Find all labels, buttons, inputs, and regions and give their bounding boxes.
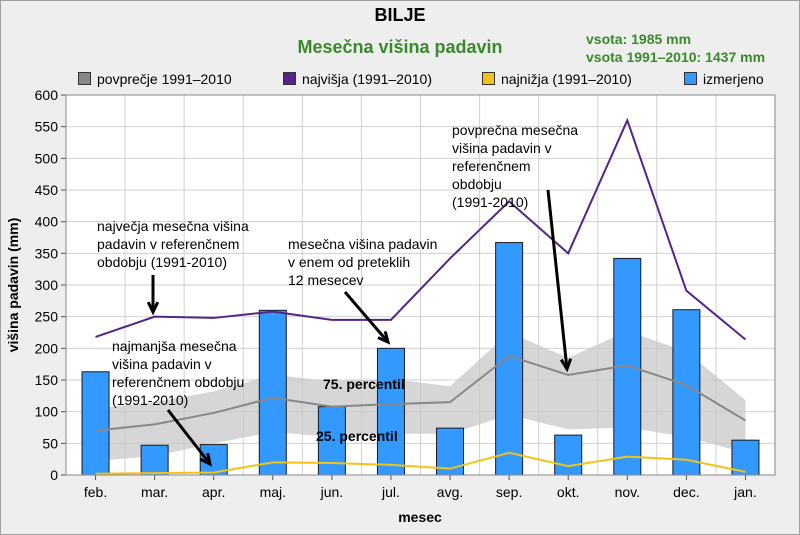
annotation-max: padavin v referenčnem bbox=[97, 236, 239, 252]
y-tick-label: 600 bbox=[35, 87, 59, 103]
x-tick-label: sep. bbox=[496, 484, 522, 500]
annotation-measured: 12 mesecev bbox=[288, 272, 363, 288]
x-tick-label: okt. bbox=[557, 484, 580, 500]
annotation-average: referenčnem bbox=[452, 158, 531, 174]
annotation-max: največja mesečna višina bbox=[97, 218, 249, 234]
line-average bbox=[95, 354, 746, 432]
y-tick-label: 450 bbox=[35, 182, 59, 198]
arrow-average bbox=[546, 189, 569, 370]
y-tick-label: 400 bbox=[35, 214, 59, 230]
annotation-min: najmanjša mesečna bbox=[112, 338, 237, 354]
sum-current: vsota: 1985 mm bbox=[586, 31, 692, 47]
y-tick-label: 0 bbox=[50, 467, 58, 483]
x-axis-label: mesec bbox=[398, 509, 442, 525]
y-tick-label: 550 bbox=[35, 119, 59, 135]
legend-min-label: najnižja (1991–2010) bbox=[501, 71, 632, 87]
legend-average-swatch bbox=[78, 72, 91, 85]
x-tick-label: jul. bbox=[381, 484, 400, 500]
x-tick-label: nov. bbox=[615, 484, 640, 500]
x-tick-label: maj. bbox=[260, 484, 286, 500]
sum-reference: vsota 1991–2010: 1437 mm bbox=[586, 49, 766, 65]
arrow-max-head bbox=[146, 301, 160, 316]
legend-measured-swatch bbox=[684, 72, 697, 85]
legend-measured-label: izmerjeno bbox=[703, 71, 764, 87]
annotation-average: povprečna mesečna bbox=[452, 122, 578, 138]
label-25-percentile: 25. percentil bbox=[316, 428, 398, 444]
legend-max: najvišja (1991–2010) bbox=[283, 71, 432, 87]
y-tick-label: 350 bbox=[35, 245, 59, 261]
annotation-min: referenčnem obdobju bbox=[112, 374, 244, 390]
x-tick-label: avg. bbox=[437, 484, 463, 500]
legend-max-swatch bbox=[283, 72, 296, 85]
y-tick-label: 50 bbox=[42, 435, 58, 451]
y-tick-label: 250 bbox=[35, 309, 59, 325]
bar-measured bbox=[81, 371, 110, 476]
y-tick-label: 150 bbox=[35, 372, 59, 388]
annotation-min: (1991-2010) bbox=[112, 392, 188, 408]
line-max bbox=[95, 117, 747, 341]
plot-border bbox=[65, 94, 776, 476]
legend-min-swatch bbox=[482, 72, 495, 85]
bar-measured bbox=[554, 434, 583, 476]
annotation-measured: mesečna višina padavin bbox=[288, 236, 437, 252]
annotation-average: višina padavin v bbox=[452, 140, 552, 156]
arrow-measured-head bbox=[377, 330, 391, 345]
annotation-average: (1991-2010) bbox=[452, 194, 528, 210]
bar-measured bbox=[376, 347, 405, 476]
legend-measured: izmerjeno bbox=[684, 71, 764, 87]
x-tick-label: apr. bbox=[202, 484, 225, 500]
x-tick-label: mar. bbox=[141, 484, 168, 500]
legend-max-label: najvišja (1991–2010) bbox=[302, 71, 432, 87]
arrow-average-head bbox=[559, 358, 573, 373]
bar-measured bbox=[258, 309, 287, 476]
x-tick-label: feb. bbox=[84, 484, 107, 500]
annotation-measured: v enem od preteklih bbox=[288, 254, 410, 270]
chart-subtitle: Mesečna višina padavin bbox=[297, 37, 503, 57]
annotation-max: obdobju (1991-2010) bbox=[97, 254, 227, 270]
legend-average: povprečje 1991–2010 bbox=[78, 71, 232, 87]
legend-average-label: povprečje 1991–2010 bbox=[97, 71, 232, 87]
arrow-min bbox=[166, 409, 212, 465]
y-tick-label: 500 bbox=[35, 150, 59, 166]
line-min bbox=[95, 451, 746, 475]
percentile-band bbox=[95, 331, 746, 462]
x-tick-label: jun. bbox=[320, 484, 344, 500]
x-tick-label: dec. bbox=[673, 484, 699, 500]
arrow-min-head bbox=[199, 452, 213, 467]
y-tick-label: 100 bbox=[35, 404, 59, 420]
legend-min: najnižja (1991–2010) bbox=[482, 71, 632, 87]
bar-measured bbox=[140, 444, 169, 476]
bar-measured bbox=[731, 439, 760, 476]
label-75-percentile: 75. percentil bbox=[323, 376, 405, 392]
y-tick-label: 300 bbox=[35, 277, 59, 293]
bar-measured bbox=[672, 309, 701, 476]
y-axis-label: višina padavin (mm) bbox=[5, 218, 21, 353]
x-tick-label: jan. bbox=[733, 484, 757, 500]
annotation-average: obdobju bbox=[452, 176, 502, 192]
annotation-min: višina padavin v bbox=[112, 356, 212, 372]
chart-title: BILJE bbox=[374, 5, 426, 25]
arrow-measured bbox=[343, 291, 390, 343]
y-tick-label: 200 bbox=[35, 340, 59, 356]
